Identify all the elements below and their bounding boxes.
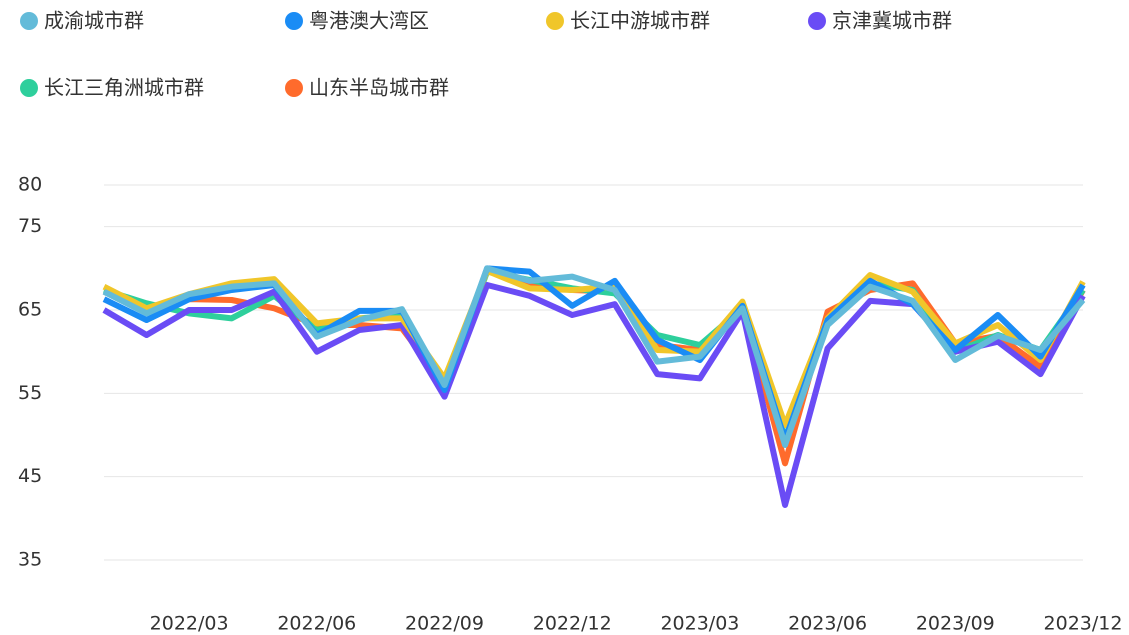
- legend-label: 成渝城市群: [44, 9, 144, 33]
- x-tick-label: 2022/06: [277, 613, 356, 635]
- legend-label: 京津冀城市群: [832, 9, 952, 33]
- legend-marker: [20, 79, 38, 97]
- y-tick-label: 45: [18, 465, 42, 487]
- y-tick-label: 80: [18, 174, 42, 196]
- x-tick-label: 2022/09: [405, 613, 484, 635]
- legend-marker: [285, 79, 303, 97]
- legend-marker: [546, 12, 564, 30]
- x-tick-label: 2023/12: [1044, 613, 1123, 635]
- y-tick-label: 65: [18, 299, 42, 321]
- legend-label: 粤港澳大湾区: [309, 9, 429, 33]
- legend-marker: [20, 12, 38, 30]
- legend-item: 成渝城市群: [20, 9, 144, 33]
- series-line: [102, 265, 1086, 448]
- x-tick-label: 2023/09: [916, 613, 995, 635]
- x-tick-label: 2022/03: [150, 613, 229, 635]
- legend-marker: [285, 12, 303, 30]
- x-tick-label: 2022/12: [533, 613, 612, 635]
- legend-item: 长江中游城市群: [546, 9, 710, 33]
- legend-item: 京津冀城市群: [808, 9, 952, 33]
- legend-item: 粤港澳大湾区: [285, 9, 429, 33]
- y-tick-label: 55: [18, 382, 42, 404]
- y-tick-label: 75: [18, 215, 42, 237]
- series-line: [102, 267, 1086, 428]
- x-tick-label: 2023/06: [788, 613, 867, 635]
- y-tick-label: 35: [18, 549, 42, 571]
- legend-label: 山东半岛城市群: [309, 76, 449, 100]
- legend-item: 山东半岛城市群: [285, 76, 449, 100]
- legend-label: 长江中游城市群: [570, 9, 710, 33]
- legend-item: 长江三角洲城市群: [20, 76, 204, 100]
- legend-label: 长江三角洲城市群: [44, 76, 204, 100]
- x-tick-label: 2023/03: [660, 613, 739, 635]
- legend-marker: [808, 12, 826, 30]
- series-line: [102, 265, 1086, 443]
